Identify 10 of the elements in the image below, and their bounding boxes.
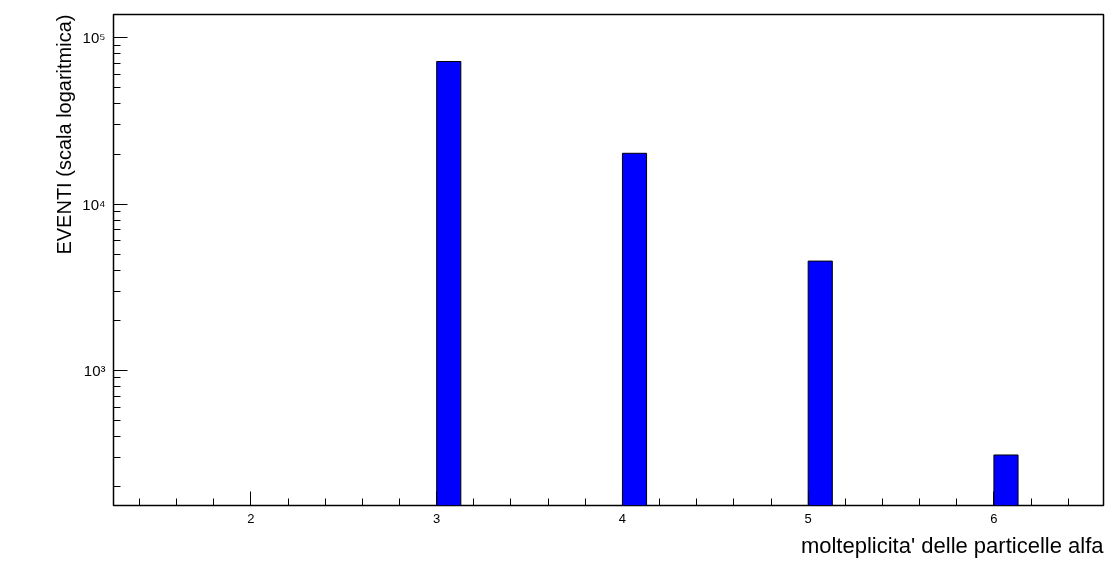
- x-tick-label: 6: [990, 510, 998, 526]
- x-tick-label: 5: [804, 510, 812, 526]
- y-tick-label: 10³: [83, 361, 106, 379]
- y-tick-label: 10⁵: [82, 29, 106, 47]
- x-tick-label: 2: [247, 510, 255, 526]
- x-tick-label: 4: [618, 510, 627, 526]
- y-tick-label: 10⁴: [82, 195, 106, 213]
- y-axis-title: EVENTI (scala logaritmica): [52, 14, 75, 255]
- x-axis-title: molteplicita' delle particelle alfa: [800, 532, 1105, 558]
- x-tick-label: 3: [433, 510, 441, 526]
